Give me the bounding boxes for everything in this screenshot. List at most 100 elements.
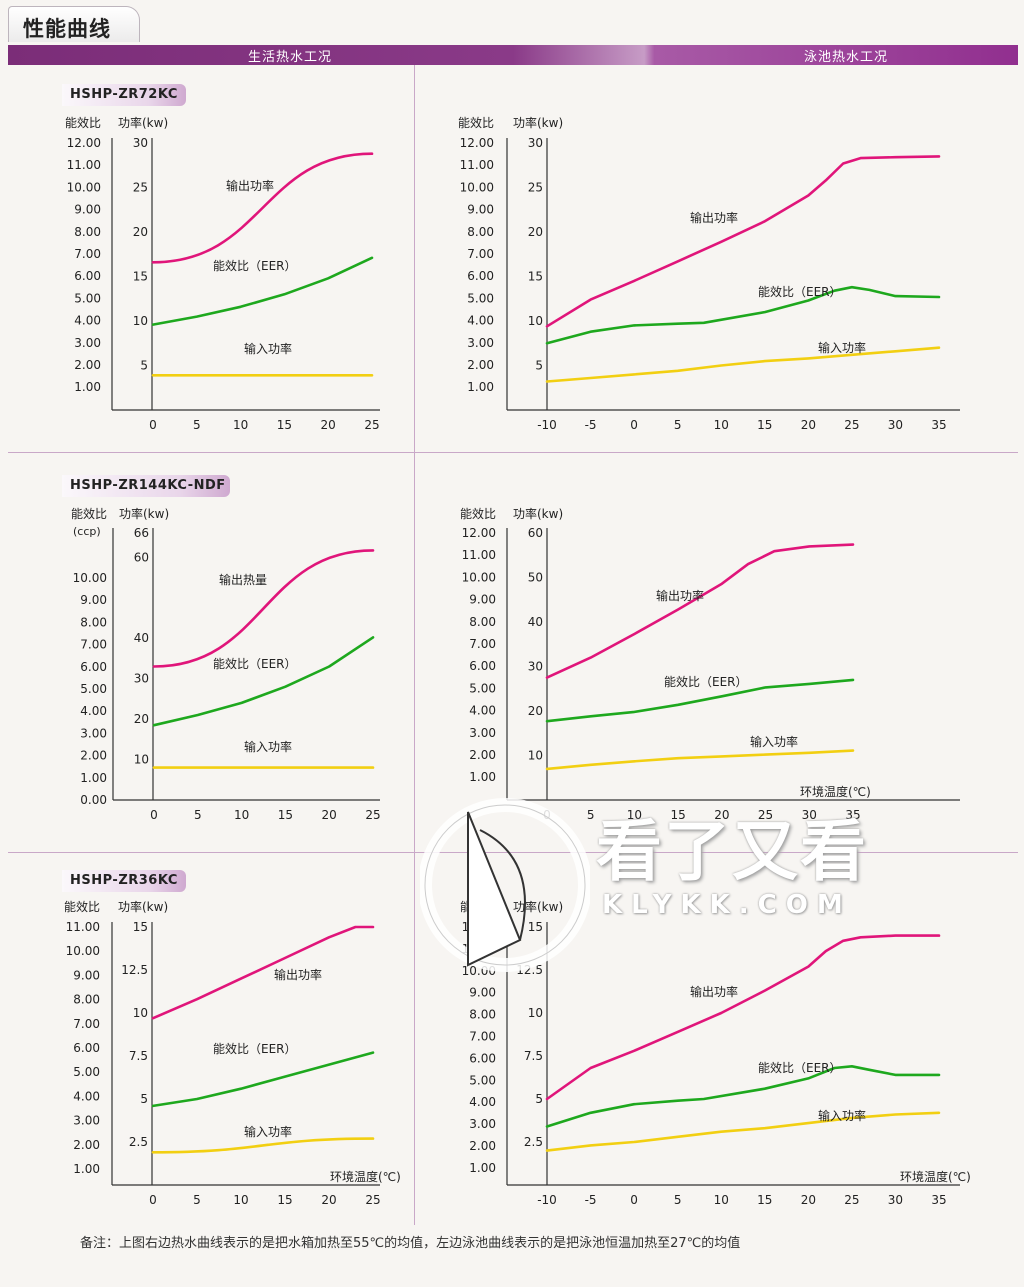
- power-tick-label: 12.5: [121, 963, 148, 977]
- power-tick-label: 10: [528, 1006, 543, 1020]
- x-tick-label: -10: [537, 1193, 557, 1207]
- x-axis-title: 环境温度(℃): [800, 784, 871, 799]
- series-line: [545, 678, 855, 723]
- eer-tick-label: 5.00: [467, 291, 494, 305]
- series-line: [545, 1065, 941, 1128]
- series-label: 能效比（EER）: [758, 1060, 842, 1075]
- watermark: 看了又看 KLYKK.COM: [420, 790, 980, 980]
- eer-tick-label: 5.00: [80, 682, 107, 696]
- eer-tick-label: 1.00: [467, 380, 494, 394]
- series-line: [151, 1051, 375, 1108]
- eer-tick-label: 1.00: [80, 771, 107, 785]
- eer-tick-label: 8.00: [467, 225, 494, 239]
- x-tick-label: 5: [674, 418, 682, 432]
- x-tick-label: 25: [364, 418, 379, 432]
- power-tick-label: 10: [133, 314, 148, 328]
- header-domestic-hot-water: 生活热水工况: [248, 50, 333, 65]
- eer-axis-title: 能效比: [460, 506, 496, 521]
- eer-tick-label: 7.00: [469, 1030, 496, 1044]
- power-axis-title: 功率(kw): [119, 506, 169, 521]
- power-tick-label: 5: [140, 359, 148, 373]
- model-tag-zr72kc: HSHP-ZR72KC: [62, 84, 186, 106]
- eer-axis-title: 能效比: [64, 899, 100, 914]
- series-label: 能效比（EER）: [664, 674, 748, 689]
- eer-tick-label: 1.00: [73, 1162, 100, 1176]
- eer-tick-label: 2.00: [80, 749, 107, 763]
- power-tick-label: 30: [134, 672, 149, 686]
- eer-tick-label: 8.00: [74, 225, 101, 239]
- series-line: [151, 1137, 375, 1154]
- power-tick-label: 50: [528, 571, 543, 585]
- column-divider: [414, 65, 415, 1225]
- series-label: 输入功率: [750, 734, 798, 749]
- series-label: 输入功率: [244, 341, 292, 356]
- watermark-cn-text: 看了又看: [596, 813, 868, 890]
- eer-tick-label: 7.00: [74, 247, 101, 261]
- power-tick-label: 15: [528, 270, 543, 284]
- x-tick-label: 5: [674, 1193, 682, 1207]
- eer-tick-label: 3.00: [74, 336, 101, 350]
- power-axis-title: 功率(kw): [118, 899, 168, 914]
- eer-tick-label: 11.00: [67, 158, 101, 172]
- power-tick-label: 2.5: [524, 1135, 543, 1149]
- x-tick-label: 20: [322, 808, 337, 822]
- x-tick-label: 0: [630, 1193, 638, 1207]
- power-tick-label: 15: [133, 270, 148, 284]
- power-tick-label: 10: [528, 749, 543, 763]
- power-tick-label: 7.5: [129, 1049, 148, 1063]
- power-tick-label: 30: [528, 660, 543, 674]
- power-tick-label: 30: [133, 136, 148, 150]
- power-tick-label: 15: [528, 920, 543, 934]
- eer-tick-label: 2.00: [74, 358, 101, 372]
- series-line: [545, 346, 941, 383]
- eer-tick-label: 3.00: [467, 336, 494, 350]
- series-label: 能效比（EER）: [213, 258, 297, 273]
- eer-tick-label: 6.00: [469, 1051, 496, 1065]
- eer-tick-label: 4.00: [74, 314, 101, 328]
- eer-tick-label: 3.00: [80, 726, 107, 740]
- condition-header-bar: 生活热水工况 泳池热水工况: [8, 45, 1018, 65]
- power-tick-label: 20: [528, 704, 543, 718]
- eer-tick-label: 9.00: [469, 593, 496, 607]
- eer-tick-label: 3.00: [469, 726, 496, 740]
- power-tick-label: 10: [528, 314, 543, 328]
- series-line: [545, 749, 855, 771]
- series-line: [151, 256, 374, 326]
- eer-tick-label: 1.00: [469, 770, 496, 784]
- eer-tick-label: 1.00: [469, 1161, 496, 1175]
- power-tick-label: 20: [133, 225, 148, 239]
- x-tick-label: -10: [537, 418, 557, 432]
- power-axis-title: 功率(kw): [513, 506, 563, 521]
- power-tick-label: 25: [528, 181, 543, 195]
- eer-tick-label: 7.00: [469, 637, 496, 651]
- x-tick-label: 10: [714, 418, 729, 432]
- eer-tick-label: 4.00: [80, 704, 107, 718]
- eer-tick-label: 7.00: [73, 1017, 100, 1031]
- eer-tick-label: 8.00: [80, 615, 107, 629]
- eer-tick-label: 6.00: [469, 659, 496, 673]
- x-tick-label: 10: [627, 808, 642, 822]
- eer-tick-label: 10.00: [66, 944, 100, 958]
- x-tick-label: 5: [194, 808, 202, 822]
- x-tick-label: 30: [888, 1193, 903, 1207]
- eer-tick-label: 2.00: [73, 1138, 100, 1152]
- page-title-tab: 性能曲线: [8, 6, 140, 42]
- eer-tick-label: 10.00: [67, 180, 101, 194]
- x-tick-label: 0: [149, 1193, 157, 1207]
- power-tick-label: 15: [133, 920, 148, 934]
- eer-axis-title: 能效比: [71, 506, 107, 521]
- eer-tick-label: 6.00: [74, 269, 101, 283]
- eer-tick-label: 3.00: [73, 1114, 100, 1128]
- eer-tick-label: 8.00: [469, 1008, 496, 1022]
- eer-tick-label: 9.00: [469, 986, 496, 1000]
- eer-tick-label: 10.00: [462, 570, 496, 584]
- x-tick-label: 0: [149, 418, 157, 432]
- series-label: 输入功率: [244, 739, 292, 754]
- x-tick-label: 35: [931, 1193, 946, 1207]
- series-line: [151, 925, 375, 1020]
- power-tick-label: 5: [140, 1092, 148, 1106]
- x-tick-label: 10: [233, 418, 248, 432]
- watermark-en-text: KLYKK.COM: [602, 890, 852, 920]
- eer-tick-label: 9.00: [73, 968, 100, 982]
- series-line: [152, 549, 375, 668]
